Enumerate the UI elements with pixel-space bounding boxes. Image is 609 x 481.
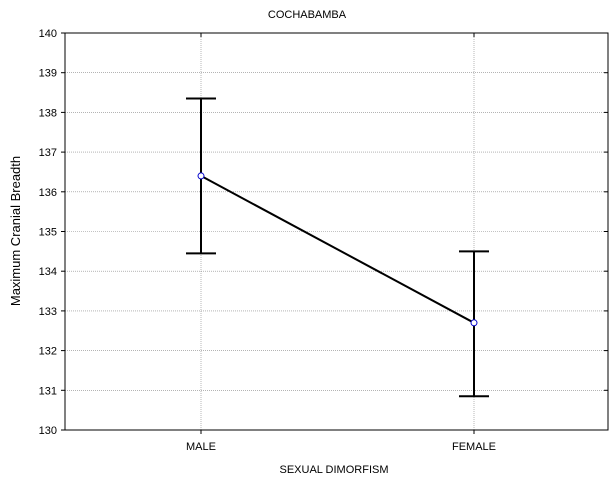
y-tick-label: 133: [39, 306, 57, 318]
y-tick-label: 138: [39, 107, 57, 119]
y-tick-label: 134: [39, 266, 57, 278]
grid: [65, 33, 608, 430]
y-tick-label: 139: [39, 68, 57, 80]
x-tick-label: MALE: [186, 441, 216, 453]
plot-area-frame: [64, 32, 609, 431]
y-tick-label: 136: [39, 187, 57, 199]
y-tick-label: 140: [39, 28, 57, 40]
series-line: [200, 175, 475, 324]
y-tick-label: 137: [39, 147, 57, 159]
data-point: [470, 319, 478, 327]
y-tick-label: 131: [39, 385, 57, 397]
y-axis-label: Maximum Cranial Breadth: [8, 156, 23, 306]
y-tick-label: 130: [39, 425, 57, 437]
y-tick-label: 132: [39, 346, 57, 358]
error-bars: [186, 97, 489, 398]
x-tick-label: FEMALE: [452, 441, 496, 453]
series: [197, 172, 478, 327]
chart-title: COCHABAMBA: [268, 9, 347, 21]
y-axis: 130 131 132 133 134 135 136 137 138 139 140: [39, 28, 608, 437]
x-axis-label: SEXUAL DIMORFISM: [280, 464, 389, 476]
x-axis: MALE FEMALE: [186, 33, 496, 453]
y-tick-label: 135: [39, 227, 57, 239]
data-point: [197, 172, 205, 180]
